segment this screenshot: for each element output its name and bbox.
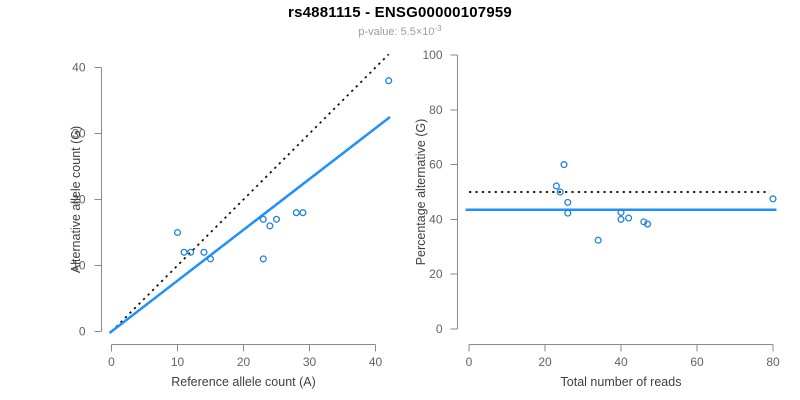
x-tick-label: 20: [538, 355, 552, 369]
fit-line: [108, 116, 391, 335]
data-point: [617, 209, 625, 217]
axes: [94, 67, 376, 352]
x-tick-label: 60: [690, 355, 704, 369]
percentage-scatter: 0 20 40 60 80 0 20 40 60 80 100 Total number of rea…: [414, 48, 780, 389]
data-point: [187, 248, 195, 256]
y-tick-label: 40: [429, 212, 443, 226]
data-point: [556, 188, 564, 196]
x-tick-label: 0: [108, 355, 115, 369]
axes: [450, 54, 774, 352]
y-tick-label: 0: [79, 325, 86, 339]
y-tick-label: 0: [436, 322, 443, 336]
p-value-exponent: -3: [434, 24, 442, 33]
y-tick-label: 20: [72, 193, 86, 207]
y-tick-label: 100: [422, 48, 442, 62]
x-tick-label: 40: [614, 355, 628, 369]
data-point: [564, 209, 572, 217]
x-tick-label: 10: [171, 355, 185, 369]
x-axis-title: Reference allele count (A): [171, 375, 316, 389]
data-point: [299, 209, 307, 217]
data-point: [266, 222, 274, 230]
data-point: [552, 182, 560, 190]
figure-title: rs4881115 - ENSG00000107959: [288, 4, 512, 21]
y-axis-title: Percentage alternative (G): [414, 119, 428, 266]
data-point: [617, 215, 625, 223]
data-point: [206, 255, 215, 263]
y-tick-label: 20: [429, 267, 443, 281]
data-point: [560, 161, 568, 169]
figure-subtitle: p-value: 5.5×10-3: [0, 24, 800, 38]
data-point: [644, 220, 652, 228]
x-tick-label: 20: [237, 355, 251, 369]
data-point: [180, 248, 188, 256]
y-tick-label: 60: [429, 158, 443, 172]
data-point: [173, 228, 182, 237]
x-tick-label: 30: [303, 355, 317, 369]
data-point: [259, 255, 267, 263]
x-tick-label: 0: [466, 355, 473, 369]
data-point: [272, 215, 281, 223]
allele-count-scatter: 0 10 20 30 40 0 10 20 30 40 Reference allele count…: [69, 53, 393, 389]
data-point: [564, 198, 572, 206]
y-tick-label: 40: [72, 61, 86, 75]
x-axis-title: Total number of reads: [561, 375, 682, 389]
data-point: [625, 214, 633, 222]
y-tick-label: 80: [429, 103, 443, 117]
reference-dotted-line: [110, 53, 390, 333]
data-point: [200, 248, 208, 256]
y-axis-title: Alternative allele count (G): [69, 126, 83, 273]
p-value-text: p-value: 5.5×10: [358, 26, 435, 38]
data-point: [594, 236, 602, 244]
data-point: [385, 77, 393, 85]
data-point: [259, 215, 267, 223]
data-point: [769, 195, 777, 203]
x-tick-label: 40: [369, 355, 383, 369]
y-tick-label: 10: [72, 259, 86, 273]
y-tick-label: 30: [72, 127, 86, 141]
x-tick-label: 80: [766, 355, 780, 369]
data-point: [292, 209, 300, 217]
